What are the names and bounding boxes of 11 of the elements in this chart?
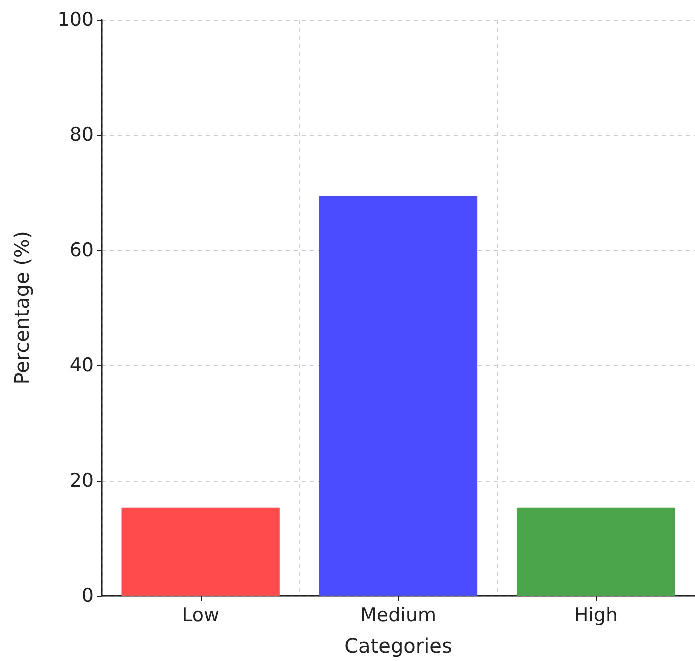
y-tick-label: 40 [70,354,94,377]
y-tick-label: 20 [70,470,94,492]
y-tick-label: 80 [70,124,94,146]
y-tick-label: 0 [82,585,94,607]
x-tick-label: Low [182,604,220,626]
y-tick-label: 100 [58,9,94,31]
x-axis-title: Categories [344,634,452,658]
y-axis-title: Percentage (%) [10,231,34,385]
x-tick-label: High [574,604,618,626]
y-tick-label: 60 [70,239,94,262]
x-tick-label: Medium [360,604,436,626]
